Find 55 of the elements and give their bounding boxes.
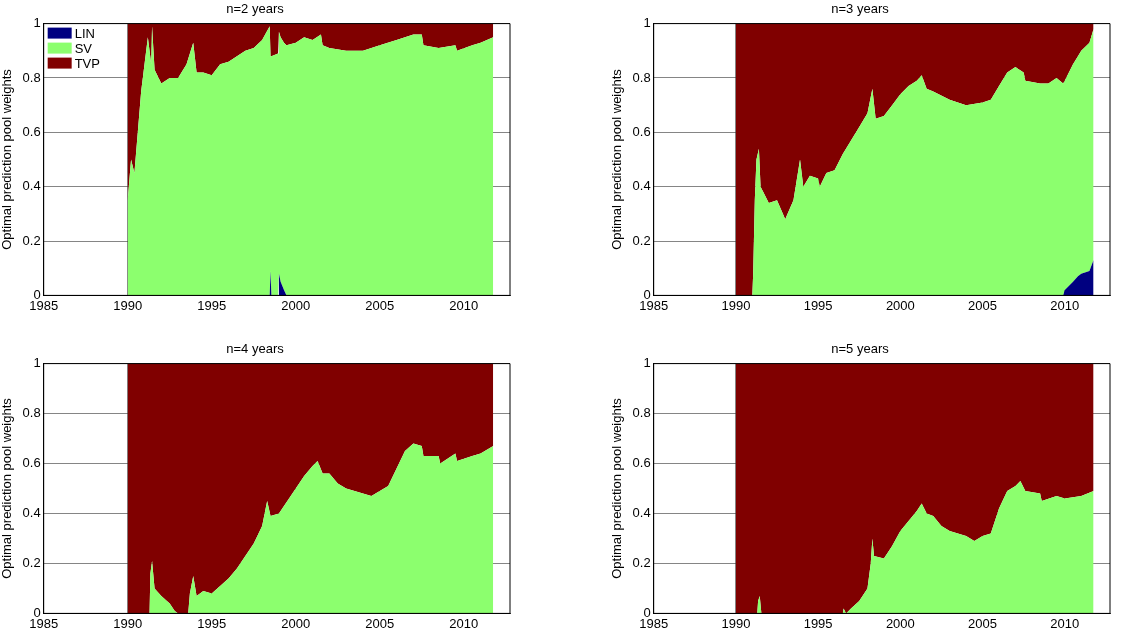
- x-tick-label: 1995: [197, 615, 227, 631]
- y-tick-label: 0.8: [632, 405, 651, 421]
- y-tick-label: 0.4: [632, 505, 651, 521]
- x-tick-label: 2000: [281, 297, 311, 313]
- x-tick-label: 2010: [449, 297, 479, 313]
- x-tick-label: 2005: [365, 615, 395, 631]
- y-tick-label: 0.6: [22, 123, 41, 139]
- x-tick-label: 1995: [803, 297, 833, 313]
- chart-title: n=2 years: [226, 1, 285, 17]
- x-tick-label: 1990: [113, 615, 143, 631]
- y-axis-title: Optimal prediction pool weights: [0, 397, 15, 579]
- legend-label: TVP: [74, 55, 100, 71]
- y-tick-label: 0.6: [632, 123, 651, 139]
- chart-title: n=4 years: [226, 341, 285, 357]
- y-tick-label: 0: [643, 286, 651, 302]
- x-tick-label: 1990: [721, 615, 751, 631]
- x-tick-label: 2005: [365, 297, 395, 313]
- y-tick-label: 0.6: [22, 455, 41, 471]
- y-tick-label: 0.2: [632, 555, 651, 571]
- y-tick-label: 0.8: [22, 405, 41, 421]
- x-tick-label: 1990: [113, 297, 143, 313]
- legend-label: LIN: [74, 25, 95, 41]
- y-axis-title: Optimal prediction pool weights: [609, 68, 625, 250]
- x-tick-label: 2000: [885, 297, 915, 313]
- legend-label: SV: [74, 40, 93, 56]
- x-tick-label: 2010: [449, 615, 479, 631]
- y-tick-label: 0: [643, 604, 651, 620]
- y-axis-title: Optimal prediction pool weights: [609, 397, 625, 579]
- y-tick-label: 0.4: [22, 505, 41, 521]
- y-tick-label: 0: [33, 286, 41, 302]
- x-tick-label: 2010: [1050, 297, 1080, 313]
- y-tick-label: 0.6: [632, 455, 651, 471]
- x-tick-label: 2000: [281, 615, 311, 631]
- chart-title: n=5 years: [831, 341, 890, 357]
- y-tick-label: 0: [33, 604, 41, 620]
- y-tick-label: 1: [643, 15, 651, 31]
- x-tick-label: 1995: [197, 297, 227, 313]
- y-tick-label: 1: [33, 355, 41, 371]
- y-tick-label: 0.4: [22, 178, 41, 194]
- chart-title: n=3 years: [831, 1, 890, 17]
- y-axis-title: Optimal prediction pool weights: [0, 68, 15, 250]
- y-tick-label: 1: [643, 355, 651, 371]
- y-tick-label: 0.4: [632, 178, 651, 194]
- y-tick-label: 0.2: [22, 232, 41, 248]
- y-tick-label: 1: [33, 15, 41, 31]
- y-tick-label: 0.8: [632, 69, 651, 85]
- x-tick-label: 2005: [968, 615, 998, 631]
- x-tick-label: 1995: [803, 615, 833, 631]
- y-tick-label: 0.2: [22, 555, 41, 571]
- x-tick-label: 2005: [968, 297, 998, 313]
- x-tick-label: 2010: [1050, 615, 1080, 631]
- x-tick-label: 2000: [885, 615, 915, 631]
- y-tick-label: 0.8: [22, 69, 41, 85]
- x-tick-label: 1990: [721, 297, 751, 313]
- y-tick-label: 0.2: [632, 232, 651, 248]
